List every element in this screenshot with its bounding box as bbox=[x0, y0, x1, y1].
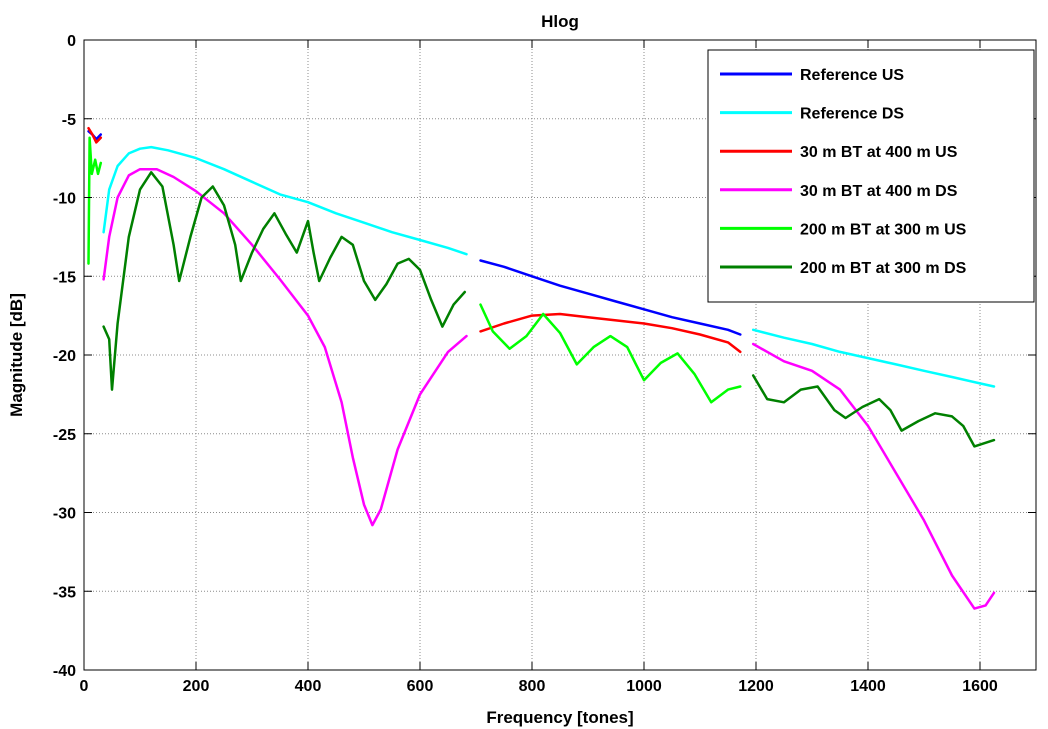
series-4 bbox=[87, 136, 742, 404]
x-tick-label: 200 bbox=[183, 678, 210, 695]
series-line bbox=[102, 167, 468, 527]
y-tick-label: -20 bbox=[53, 348, 76, 365]
x-tick-label: 1400 bbox=[850, 678, 886, 695]
axis-ticks: 0 200 400 600 800 1000 1200 1400 1600 0 -5 -10 -15 -2… bbox=[53, 33, 1036, 695]
x-tick-label: 1000 bbox=[626, 678, 662, 695]
y-tick-label: 0 bbox=[67, 33, 76, 50]
legend: Reference US Reference DS 30 m BT at 400 m… bbox=[707, 49, 1035, 303]
y-tick-label: -40 bbox=[53, 663, 76, 680]
x-tick-label: 0 bbox=[80, 678, 89, 695]
legend-label: Reference DS bbox=[800, 106, 904, 123]
x-tick-label: 800 bbox=[519, 678, 546, 695]
series-5 bbox=[102, 171, 996, 448]
x-tick-label: 600 bbox=[407, 678, 434, 695]
series-line bbox=[87, 136, 103, 265]
y-tick-label: -5 bbox=[62, 112, 76, 129]
series-line bbox=[87, 126, 103, 144]
x-axis-label: Frequency [tones] bbox=[486, 708, 633, 727]
x-tick-label: 1200 bbox=[738, 678, 774, 695]
series-line bbox=[479, 312, 742, 354]
y-tick-label: -15 bbox=[53, 269, 76, 286]
series-line bbox=[102, 171, 467, 391]
y-tick-label: -35 bbox=[53, 584, 76, 601]
series-2 bbox=[87, 126, 742, 354]
legend-label: Reference US bbox=[800, 67, 904, 84]
x-tick-label: 1600 bbox=[962, 678, 998, 695]
series-line bbox=[102, 145, 468, 256]
series-line bbox=[479, 303, 742, 404]
series-1 bbox=[102, 145, 996, 388]
chart-title: Hlog bbox=[541, 12, 579, 31]
legend-label: 30 m BT at 400 m DS bbox=[800, 183, 958, 200]
y-tick-label: -25 bbox=[53, 427, 76, 444]
series-line bbox=[751, 374, 996, 448]
legend-label: 200 m BT at 300 m DS bbox=[800, 260, 967, 277]
x-tick-label: 400 bbox=[295, 678, 322, 695]
legend-label: 30 m BT at 400 m US bbox=[800, 144, 958, 161]
series-line bbox=[751, 328, 996, 388]
series-layer bbox=[87, 126, 996, 610]
series-line bbox=[751, 342, 996, 610]
y-axis-label: Magnitude [dB] bbox=[7, 293, 26, 417]
series-line bbox=[479, 259, 742, 336]
series-3 bbox=[102, 167, 996, 610]
y-tick-label: -10 bbox=[53, 191, 76, 208]
legend-label: 200 m BT at 300 m US bbox=[800, 221, 967, 238]
y-tick-label: -30 bbox=[53, 506, 76, 523]
legend-box bbox=[707, 49, 1035, 303]
